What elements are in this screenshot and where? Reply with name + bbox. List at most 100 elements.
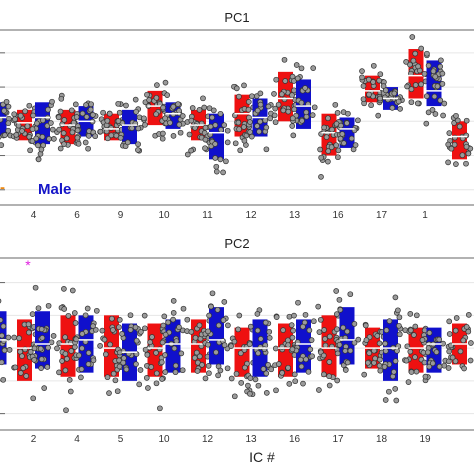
point-pc2-2-female-20 — [72, 320, 79, 326]
point-pc1-3-female-13 — [100, 109, 106, 116]
point-pc2-3-male-22 — [132, 324, 139, 331]
point-pc2-8-male-8 — [334, 350, 341, 357]
point-pc2-1-male-15 — [35, 305, 42, 312]
point-pc2-5-male-13 — [214, 306, 221, 313]
point-pc1-10-male-22 — [439, 81, 446, 87]
point-pc2-10-male-9 — [433, 349, 440, 355]
point-pc1-1-male-17 — [45, 106, 51, 113]
point-pc2-9-male-14 — [390, 373, 396, 380]
point-pc1-5-female-17 — [184, 151, 191, 158]
point-pc1-5-female-10 — [186, 131, 193, 138]
point-pc2-2-male-18 — [93, 307, 100, 314]
point-pc1-2-female-9 — [55, 114, 62, 121]
point-pc2-4-female-23 — [161, 313, 168, 320]
point-pc1-7-male-21 — [311, 104, 318, 111]
chart-title-pc2: PC2 — [224, 236, 249, 251]
point-pc2-7-male-15 — [298, 363, 305, 370]
point-pc2-9-female-22 — [361, 371, 368, 378]
point-pc1-4-female-24 — [146, 97, 152, 103]
point-pc1-1-female-22 — [12, 116, 18, 123]
point-pc1-8-female-8 — [332, 101, 339, 108]
point-pc2-0-male-9 — [0, 298, 2, 304]
point-pc2-8-female-15 — [334, 377, 341, 384]
point-pc2-9-male-15 — [382, 348, 389, 354]
x-tick-label-pc1-5: 11 — [202, 210, 213, 221]
point-pc1-9-female-21 — [376, 77, 383, 84]
point-pc2-1-female-4 — [16, 335, 22, 342]
point-pc2-1-male-24 — [31, 345, 38, 352]
point-pc2-3-male-12 — [133, 361, 139, 367]
point-pc1-6-male-17 — [245, 106, 252, 113]
point-pc2-4-male-12 — [159, 376, 165, 382]
point-pc2-11-female-17 — [461, 365, 467, 372]
point-pc2-8-male-14 — [342, 348, 349, 354]
box-pc2-7-female — [278, 323, 293, 377]
point-pc2-8-male-11 — [340, 324, 346, 331]
point-pc2-8-female-22 — [322, 336, 328, 342]
point-pc1-9-male-23 — [395, 98, 402, 105]
point-pc2-5-male-21 — [217, 367, 224, 374]
point-pc1-11-female-10 — [463, 117, 470, 124]
point-pc1-7-female-7 — [273, 76, 280, 83]
point-pc2-8-female-1 — [315, 303, 322, 310]
point-pc2-5-male-11 — [206, 312, 212, 319]
point-pc1-10-male-20 — [434, 83, 441, 90]
point-pc1-5-female-8 — [196, 107, 203, 113]
point-pc2-4-male-9 — [171, 345, 178, 352]
point-pc1-5-female-1 — [189, 105, 196, 111]
point-pc2-1-female-18 — [12, 364, 19, 371]
point-pc1-5-male-8 — [217, 156, 224, 163]
point-pc1-5-male-19 — [223, 158, 229, 165]
point-pc2-5-male-23 — [205, 341, 211, 348]
point-pc2-0-male-2 — [0, 376, 7, 383]
point-pc1-7-male-13 — [310, 65, 317, 71]
point-pc2-10-male-22 — [426, 330, 433, 336]
point-pc1-9-female-19 — [368, 102, 374, 109]
point-pc2-6-male-16 — [266, 335, 273, 341]
point-pc2-0-male-8 — [0, 359, 5, 366]
point-pc2-6-female-11 — [247, 390, 253, 397]
x-tick-label-pc1-10: 1 — [422, 210, 428, 221]
point-pc1-10-male-8 — [425, 109, 432, 116]
point-pc1-10-female-11 — [404, 83, 410, 90]
point-pc2-6-male-17 — [260, 366, 267, 372]
point-pc1-4-male-7 — [160, 104, 166, 111]
point-pc2-10-female-19 — [421, 359, 428, 366]
x-tick-label-pc2-5: 12 — [202, 434, 214, 445]
point-pc1-7-male-1 — [298, 65, 305, 72]
point-pc2-4-male-22 — [176, 324, 182, 331]
point-pc2-2-female-11 — [69, 287, 76, 294]
point-pc1-9-female-23 — [370, 79, 376, 85]
point-pc2-3-female-22 — [110, 327, 116, 333]
point-pc1-5-female-22 — [188, 117, 195, 124]
point-pc1-10-female-12 — [409, 34, 416, 40]
point-pc1-3-male-15 — [117, 135, 124, 141]
point-pc2-6-male-8 — [255, 350, 261, 357]
point-pc1-3-male-24 — [115, 118, 122, 124]
point-pc1-8-male-19 — [355, 117, 361, 124]
point-pc2-6-male-14 — [246, 341, 253, 348]
point-pc1-1-male-7 — [49, 98, 55, 105]
point-pc2-7-female-6 — [272, 345, 279, 352]
point-pc1-2-male-25 — [75, 140, 82, 147]
x-tick-label-pc2-9: 18 — [376, 434, 388, 445]
point-pc1-5-male-23 — [212, 141, 218, 147]
point-pc1-10-male-4 — [437, 63, 444, 70]
point-pc1-10-male-21 — [432, 111, 439, 117]
point-pc2-8-female-18 — [317, 316, 324, 323]
point-pc2-1-female-5 — [26, 329, 32, 336]
point-pc1-4-male-18 — [159, 135, 166, 142]
point-pc1-8-male-3 — [333, 142, 340, 149]
point-pc2-4-female-2 — [141, 312, 148, 319]
point-pc2-2-female-6 — [56, 369, 62, 376]
point-pc1-4-male-22 — [167, 119, 173, 126]
point-pc2-6-female-20 — [233, 370, 240, 377]
point-pc2-7-male-8 — [302, 311, 309, 318]
point-pc2-4-male-21 — [162, 331, 169, 338]
point-pc2-2-male-25 — [78, 366, 85, 372]
point-pc2-5-female-9 — [191, 355, 198, 361]
point-pc2-2-male-10 — [85, 361, 92, 367]
point-pc2-4-male-1 — [179, 367, 186, 374]
point-pc2-0-male-19 — [6, 347, 13, 353]
point-pc1-7-male-17 — [294, 75, 301, 82]
